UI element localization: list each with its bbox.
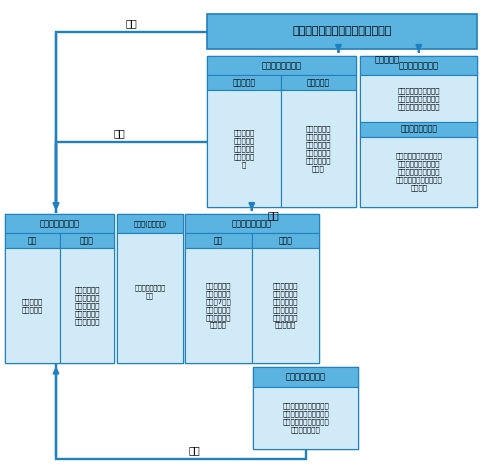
Bar [281, 90, 356, 207]
Text: 療養開始後１年６か月た
っても傷病が治らない
で障害の程度が傷病等
級（１級〜３級）に該当
するとき: 療養開始後１年６か月た っても傷病が治らない で障害の程度が傷病等 級（１級〜３… [395, 153, 442, 191]
Bar [5, 233, 59, 248]
Text: 治ゆ: 治ゆ [268, 210, 280, 220]
Bar [281, 75, 356, 90]
Text: 一時金: 一時金 [279, 236, 292, 246]
Bar [360, 56, 477, 75]
Text: 傷病（補償）年金: 傷病（補償）年金 [400, 125, 437, 134]
Bar [117, 233, 183, 363]
Text: 療養の給付: 療養の給付 [233, 78, 256, 87]
Text: 労災保険の
指定病院で
行う診療な
どの現物給
付: 労災保険の 指定病院で 行う診療な どの現物給 付 [233, 130, 255, 167]
Text: 死亡: 死亡 [126, 18, 137, 28]
Text: 指定病院等以
外の医療機関
における診療
その他の療養
に要した費用
の支給: 指定病院等以 外の医療機関 における診療 その他の療養 に要した費用 の支給 [306, 126, 331, 172]
Bar [207, 75, 281, 90]
Bar [59, 248, 114, 363]
Bar [253, 367, 358, 449]
Bar [185, 248, 252, 363]
Bar [360, 137, 477, 207]
Bar [360, 56, 477, 207]
Text: 遺族（補償）給付: 遺族（補償）給付 [39, 219, 80, 228]
Text: 年金: 年金 [28, 236, 37, 246]
Bar [185, 214, 319, 363]
Text: 障害（補償）給付: 障害（補償）給付 [232, 219, 272, 228]
Bar [5, 214, 114, 233]
Text: 療養（補償）給付: 療養（補償）給付 [261, 61, 301, 70]
Bar [207, 14, 477, 49]
Bar [117, 214, 183, 233]
Bar [207, 90, 281, 207]
Text: 業務災害・通勤災害による傷病等: 業務災害・通勤災害による傷病等 [292, 27, 392, 36]
Bar [5, 248, 59, 363]
Text: 労働者が死亡
し、遺族（補
償）年金を受
け得る遺族が
いないとき等: 労働者が死亡 し、遺族（補 償）年金を受 け得る遺族が いないとき等 [75, 286, 100, 325]
Bar [185, 214, 319, 233]
Bar [207, 56, 356, 75]
Bar [360, 122, 477, 137]
Text: 休業（補償）給付: 休業（補償）給付 [399, 61, 439, 70]
Text: 死亡: 死亡 [189, 445, 201, 456]
Text: 傷病が治って
障害等級第１
級から7級ま
でに該当する
身体障害が残
ったとき: 傷病が治って 障害等級第１ 級から7級ま でに該当する 身体障害が残 ったとき [206, 283, 231, 328]
Text: 傷病が治って
障害等級第８
級から１４級
までに該当す
る身体障害が
残ったとき: 傷病が治って 障害等級第８ 級から１４級 までに該当す る身体障害が 残ったとき [273, 283, 298, 328]
Text: 負傷　疾病: 負傷 疾病 [375, 55, 400, 64]
Text: 葬祭料(葬祭給付): 葬祭料(葬祭給付) [133, 220, 167, 227]
Text: 労働者が死
亡したとき: 労働者が死 亡したとき [21, 298, 43, 313]
Bar [117, 214, 183, 363]
Bar [252, 233, 319, 248]
Text: 死亡: 死亡 [113, 128, 125, 139]
Bar [5, 214, 114, 363]
Text: 介護（補償）給付: 介護（補償）給付 [285, 372, 326, 382]
Text: 障害（補償）年金又は傷
病（補償）年金の一定の
障害により、現に介護を
受けているとき: 障害（補償）年金又は傷 病（補償）年金の一定の 障害により、現に介護を 受けてい… [282, 403, 329, 433]
Bar [253, 367, 358, 387]
Bar [253, 387, 358, 449]
Text: 療養の費用: 療養の費用 [307, 78, 330, 87]
Text: 年金: 年金 [214, 236, 223, 246]
Text: 一時金: 一時金 [80, 236, 94, 246]
Bar [207, 56, 356, 207]
Bar [360, 75, 477, 122]
Bar [252, 248, 319, 363]
Text: 労働者が死亡した
とき: 労働者が死亡した とき [134, 285, 165, 299]
Text: 傷病の療養のため労働
することができず、賃
金を受けられないとき: 傷病の療養のため労働 することができず、賃 金を受けられないとき [397, 87, 440, 110]
Bar [59, 233, 114, 248]
Bar [185, 233, 252, 248]
